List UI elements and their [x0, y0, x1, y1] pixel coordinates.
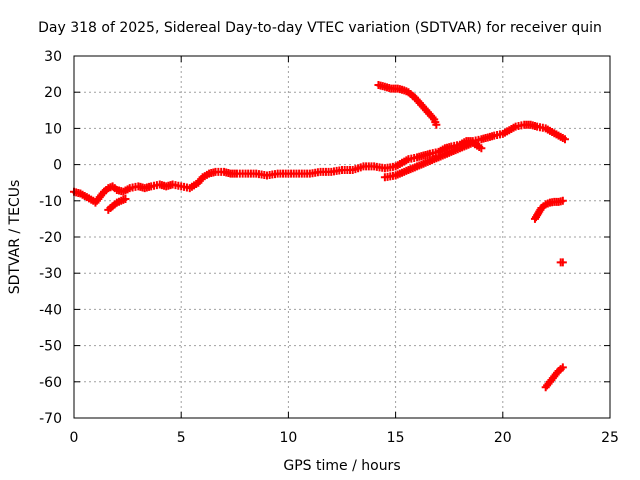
y-tick-label: 20 — [44, 85, 62, 101]
data-point — [558, 363, 567, 372]
axis-ticks — [73, 55, 611, 419]
y-tick-labels: -70 -60 -50 -40 -30 -20 -10 0 10 20 30 — [39, 49, 62, 427]
data-point — [477, 144, 486, 153]
data-point — [558, 196, 567, 205]
y-tick-label: -60 — [39, 375, 62, 391]
y-tick-label: 0 — [53, 158, 62, 174]
y-tick-label: -20 — [39, 230, 62, 246]
y-tick-label: -50 — [39, 339, 62, 355]
series-early-dip — [104, 194, 130, 214]
series-lower-branch — [380, 138, 486, 182]
x-tick-label: 15 — [387, 430, 405, 446]
x-tick-labels: 0 5 10 15 20 25 — [70, 430, 619, 446]
data-points — [70, 80, 569, 392]
y-tick-label: 10 — [44, 121, 62, 137]
x-tick-label: 20 — [494, 430, 512, 446]
x-axis-title: GPS time / hours — [283, 458, 400, 474]
data-point — [121, 194, 130, 203]
grid-lines — [74, 56, 610, 418]
y-tick-label: -70 — [39, 411, 62, 427]
y-tick-label: 30 — [44, 49, 62, 65]
x-tick-label: 10 — [279, 430, 297, 446]
x-tick-label: 25 — [601, 430, 619, 446]
data-point — [432, 120, 441, 129]
data-point — [560, 135, 569, 144]
x-tick-label: 5 — [177, 430, 186, 446]
series-upper-arc — [374, 80, 441, 129]
y-axis-title: SDTVAR / TECUs — [7, 180, 23, 295]
series-minus-27-dot — [556, 258, 567, 267]
data-point — [558, 258, 567, 267]
series-minus-60-segment — [541, 363, 567, 392]
chart-title: Day 318 of 2025, Sidereal Day-to-day VTE… — [38, 20, 602, 36]
y-tick-label: -40 — [39, 302, 62, 318]
series-main — [70, 120, 569, 207]
x-tick-label: 0 — [70, 430, 79, 446]
y-tick-label: -10 — [39, 194, 62, 210]
y-tick-label: -30 — [39, 266, 62, 282]
series-minus-ten-arc — [530, 196, 567, 223]
